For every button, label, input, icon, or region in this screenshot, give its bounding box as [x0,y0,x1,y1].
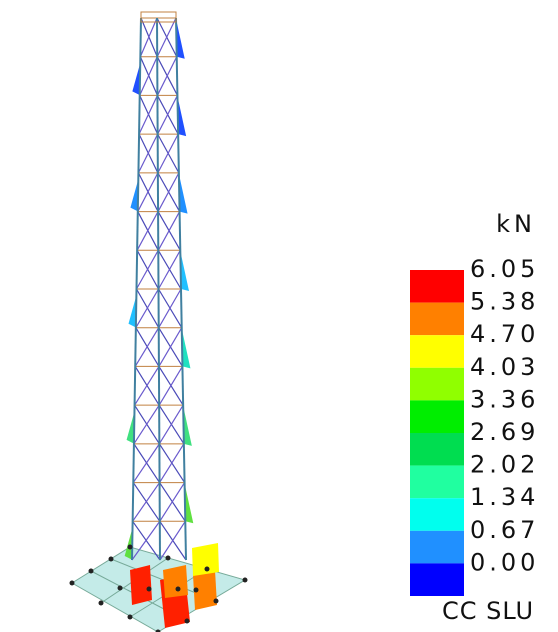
node [99,601,104,606]
base-plate [72,547,245,632]
legend-label: 5.38 [470,288,539,316]
screen: kN 6.05 5.38 4.70 4.03 3.36 2.69 2.02 1.34 0.67 0… [0,0,558,632]
legend-swatch [410,270,464,303]
legend-swatch [410,433,464,466]
legend-label: 2.69 [470,418,539,446]
caption: CC SLU [442,597,534,625]
legend-swatch [410,368,464,401]
node [128,545,133,550]
force-diagram [178,99,186,136]
legend-swatch [410,303,464,336]
node [70,581,75,586]
legend-label: 4.70 [470,320,539,348]
force-diagram [177,22,185,59]
node [214,599,219,604]
node [176,587,181,592]
node [185,619,190,624]
legend-label: 4.03 [470,353,539,381]
legend: kN 6.05 5.38 4.70 4.03 3.36 2.69 2.02 1.34 0.67 0… [410,210,539,596]
node [147,587,152,592]
base-force [130,565,152,605]
legend-swatch [410,498,464,531]
node [243,578,248,583]
legend-swatch [410,335,464,368]
legend-unit: kN [496,210,536,238]
node [118,586,123,591]
node [205,567,210,572]
legend-label: 3.36 [470,385,539,413]
legend-label: 2.02 [470,451,539,479]
tower-model [70,12,248,632]
legend-swatch [410,563,464,596]
force-diagram [180,177,188,214]
force-diagram [181,254,189,291]
force-diagram [185,487,193,524]
base-force [163,565,188,598]
node [109,557,114,562]
node [128,615,133,620]
legend-swatch [410,531,464,564]
node [166,556,171,561]
legend-swatch [410,400,464,433]
node [89,569,94,574]
legend-label: 0.00 [470,548,539,576]
legend-label: 0.67 [470,516,539,544]
force-diagram [182,332,190,369]
legend-swatch [410,466,464,499]
legend-label: 6.05 [470,255,539,283]
base-force [192,543,219,576]
legend-label: 1.34 [470,483,539,511]
force-diagram [184,409,192,446]
node [194,588,199,593]
